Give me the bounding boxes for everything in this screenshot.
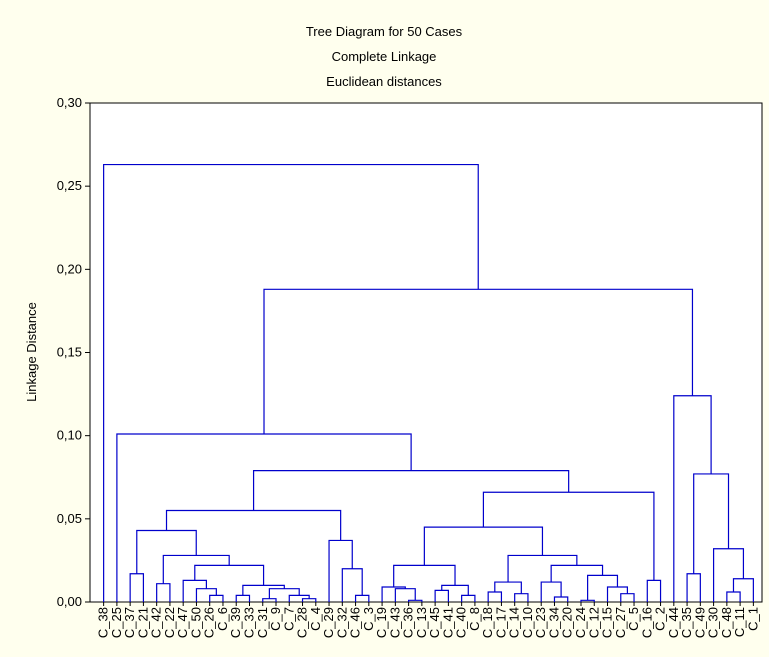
chart-subtitle: Euclidean distances <box>326 74 442 89</box>
link <box>194 564 265 586</box>
x-tick-label: C_23 <box>533 607 548 638</box>
x-tick-label: C_45 <box>427 607 442 638</box>
y-tick-label: 0,05 <box>57 511 82 526</box>
y-axis-label: Linkage Distance <box>24 302 39 402</box>
x-tick-label: C_50 <box>188 607 203 638</box>
x-tick-label: C_21 <box>135 607 150 638</box>
y-tick-label: 0,30 <box>57 95 82 110</box>
x-tick-label: C_25 <box>109 607 124 638</box>
x-tick-label: C_39 <box>228 607 243 638</box>
x-tick-label: C_19 <box>374 607 389 638</box>
x-tick-label: C_41 <box>440 607 455 638</box>
link <box>550 564 604 583</box>
x-tick-label: C_49 <box>692 607 707 638</box>
x-tick-label: C_28 <box>295 607 310 638</box>
x-tick-label: C_10 <box>520 607 535 638</box>
x-tick-label: C_43 <box>387 607 402 638</box>
x-tick-label: C_17 <box>493 607 508 638</box>
y-tick-label: 0,25 <box>57 178 82 193</box>
x-tick-label: C_3 <box>361 607 376 631</box>
x-tick-label: C_14 <box>507 607 522 638</box>
x-tick-label: C_26 <box>202 607 217 638</box>
x-tick-label: C_6 <box>215 607 230 631</box>
x-tick-label: C_48 <box>719 607 734 638</box>
x-tick-label: C_34 <box>546 607 561 638</box>
x-tick-label: C_27 <box>613 607 628 638</box>
x-tick-label: C_8 <box>467 607 482 631</box>
link <box>673 395 712 602</box>
link <box>441 584 469 596</box>
x-tick-label: C_1 <box>745 607 760 631</box>
y-tick-label: 0,20 <box>57 261 82 276</box>
chart-title: Tree Diagram for 50 Cases <box>306 24 463 39</box>
x-tick-label: C_42 <box>149 607 164 638</box>
x-tick-label: C_20 <box>560 607 575 638</box>
x-tick-label: C_32 <box>334 607 349 638</box>
x-tick-label: C_13 <box>414 607 429 638</box>
x-tick-label: C_4 <box>308 607 323 631</box>
x-tick-label: C_44 <box>666 607 681 638</box>
x-tick-label: C_7 <box>281 607 296 631</box>
plot-area <box>89 102 763 603</box>
link <box>235 594 251 602</box>
link <box>165 509 342 541</box>
link <box>646 579 662 602</box>
link <box>393 564 456 588</box>
x-tick-label: C_22 <box>162 607 177 638</box>
link <box>461 594 476 602</box>
x-tick-label: C_36 <box>401 607 416 638</box>
link <box>182 579 207 602</box>
x-tick-label: C_30 <box>706 607 721 638</box>
x-tick-label: C_16 <box>639 607 654 638</box>
link <box>103 163 479 602</box>
link <box>162 554 230 584</box>
x-tick-label: C_11 <box>732 607 747 637</box>
link <box>209 594 224 602</box>
x-tick-label: C_40 <box>454 607 469 638</box>
x-tick-label: C_15 <box>600 607 615 638</box>
chart-subtitle: Complete Linkage <box>332 49 437 64</box>
x-tick-label: C_37 <box>122 607 137 638</box>
y-tick-label: 0,15 <box>57 345 82 360</box>
x-tick-label: C_33 <box>241 607 256 638</box>
x-tick-label: C_29 <box>321 607 336 638</box>
link <box>252 469 570 511</box>
x-tick-label: C_35 <box>679 607 694 638</box>
link <box>507 554 578 583</box>
y-tick-label: 0,00 <box>57 594 82 609</box>
link <box>434 589 449 602</box>
x-tick-label: C_24 <box>573 607 588 638</box>
x-tick-label: C_47 <box>175 607 190 638</box>
x-tick-label: C_12 <box>586 607 601 638</box>
link <box>587 574 619 601</box>
link <box>328 539 353 602</box>
link <box>354 594 370 602</box>
link <box>288 594 310 602</box>
x-tick-label: C_9 <box>268 607 283 631</box>
x-tick-label: C_18 <box>480 607 495 638</box>
link <box>408 599 423 602</box>
x-tick-label: C_38 <box>96 607 111 638</box>
x-tick-label: C_46 <box>348 607 363 638</box>
link <box>580 599 595 602</box>
link <box>136 529 197 574</box>
x-tick-label: C_31 <box>255 607 270 638</box>
x-tick-label: C_2 <box>653 607 668 631</box>
y-tick-label: 0,10 <box>57 428 82 443</box>
x-tick-label: C_5 <box>626 607 641 631</box>
link <box>242 584 285 596</box>
